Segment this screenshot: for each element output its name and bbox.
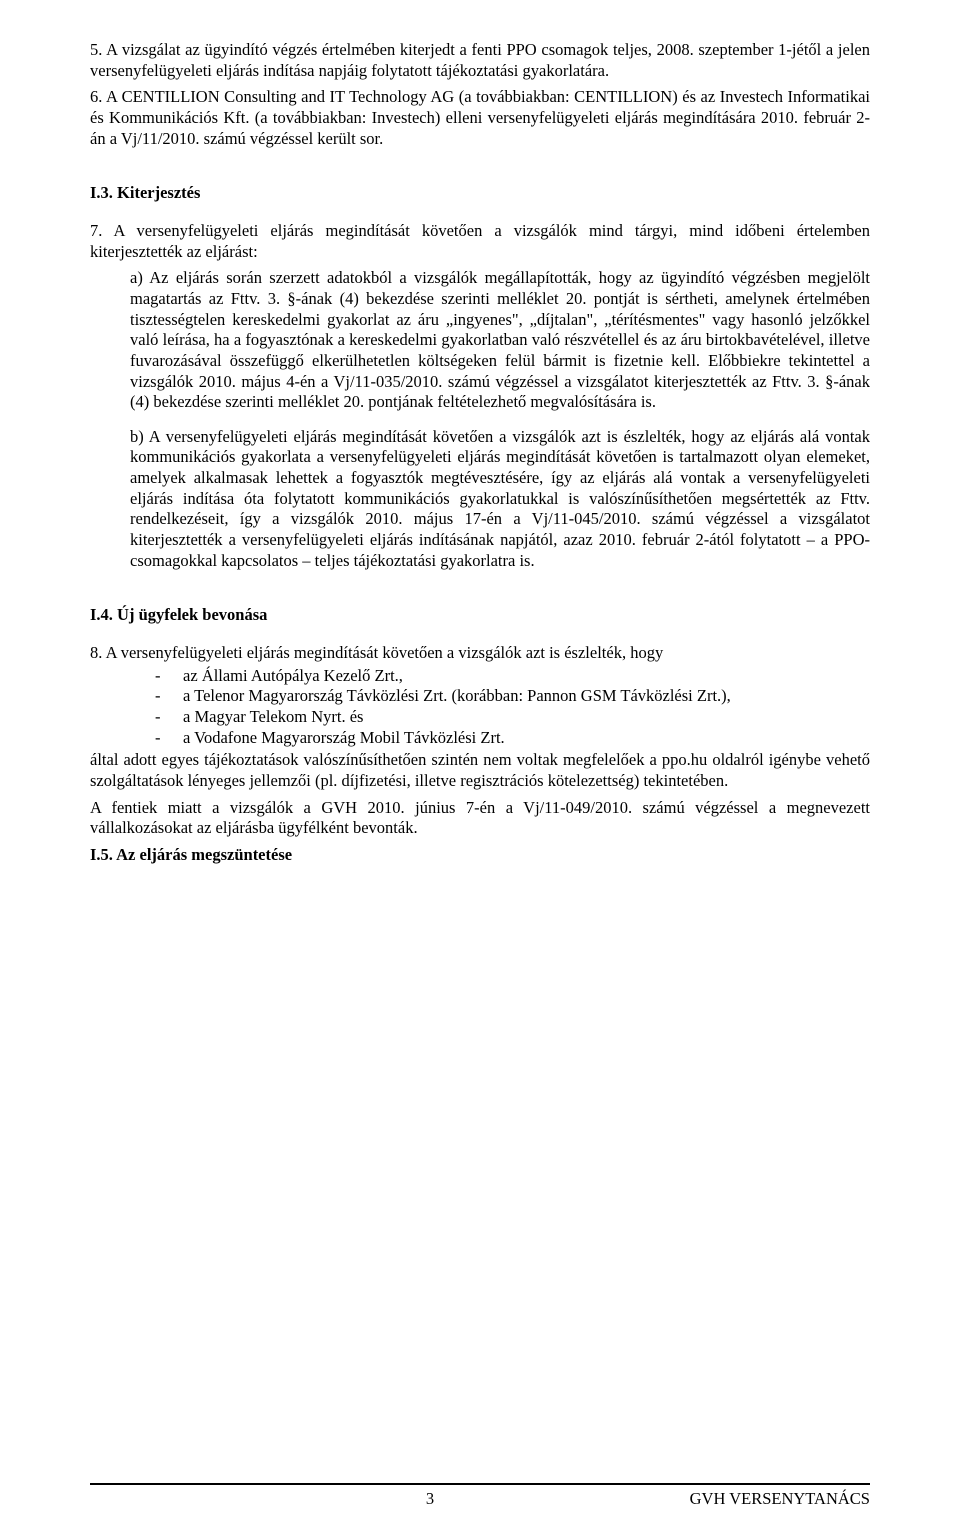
footer-right-label: GVH VERSENYTANÁCS — [650, 1489, 870, 1509]
paragraph-7-intro: 7. A versenyfelügyeleti eljárás megindít… — [90, 221, 870, 262]
document-page: 5. A vizsgálat az ügyindító végzés értel… — [0, 0, 960, 1537]
block-b: b) A versenyfelügyeleti eljárás megindít… — [130, 427, 870, 571]
page-number: 3 — [210, 1489, 650, 1509]
heading-i4-uj-ugyfelek: I.4. Új ügyfelek bevonása — [90, 605, 870, 625]
footer-left-spacer — [90, 1489, 210, 1509]
page-footer: 3 GVH VERSENYTANÁCS — [90, 1483, 870, 1509]
block-a: a) Az eljárás során szerzett adatokból a… — [130, 268, 870, 412]
company-bullet-list: az Állami Autópálya Kezelő Zrt., a Telen… — [155, 666, 870, 749]
paragraph-8-intro: 8. A versenyfelügyeleti eljárás megindít… — [90, 643, 870, 664]
list-item: az Állami Autópálya Kezelő Zrt., — [155, 666, 870, 687]
footer-divider — [90, 1483, 870, 1485]
list-item: a Telenor Magyarország Távközlési Zrt. (… — [155, 686, 870, 707]
paragraph-5: 5. A vizsgálat az ügyindító végzés értel… — [90, 40, 870, 81]
heading-i5-megszuntetese: I.5. Az eljárás megszüntetése — [90, 845, 292, 864]
paragraph-8-tail: által adott egyes tájékoztatások valószí… — [90, 750, 870, 791]
list-item: a Magyar Telekom Nyrt. és — [155, 707, 870, 728]
list-item: a Vodafone Magyarország Mobil Távközlési… — [155, 728, 870, 749]
paragraph-6: 6. A CENTILLION Consulting and IT Techno… — [90, 87, 870, 149]
paragraph-fentiek: A fentiek miatt a vizsgálók a GVH 2010. … — [90, 798, 870, 839]
heading-i3-kiterjesztes: I.3. Kiterjesztés — [90, 183, 870, 203]
